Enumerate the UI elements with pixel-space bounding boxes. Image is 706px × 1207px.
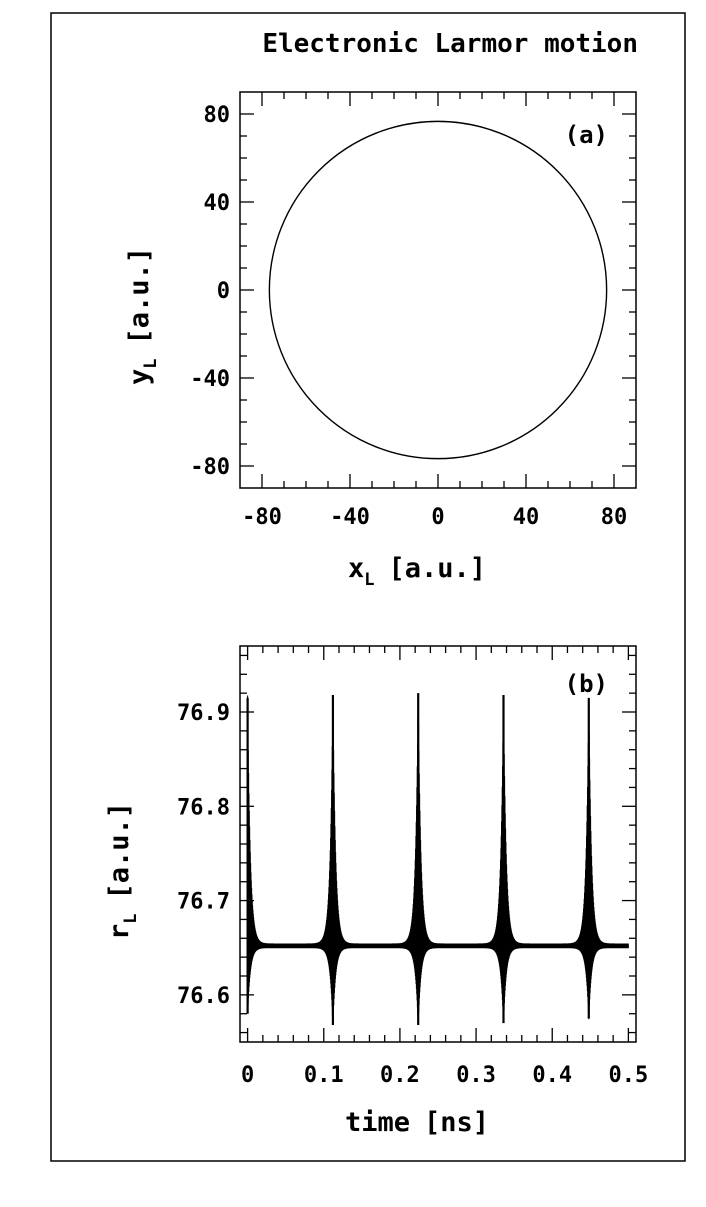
y-tick-label: 76.7 (177, 890, 230, 915)
y-tick-label: -80 (190, 455, 230, 480)
x-tick-label: -80 (242, 505, 282, 530)
y-tick-label: 76.9 (177, 701, 230, 726)
panel-a-label: (a) (565, 121, 608, 149)
larmor-orbit-circle (268, 120, 608, 460)
panel-a-xlabel-unit: [a.u.] (389, 553, 487, 584)
x-tick-label: 0.5 (609, 1063, 649, 1088)
y-tick-label: 80 (204, 103, 231, 128)
panel-b-ylabel-unit: [a.u.] (104, 802, 135, 900)
panel-a-xlabel-sub: L (364, 570, 374, 590)
x-tick-label: 0 (241, 1063, 254, 1088)
panel-a-frame (239, 91, 637, 489)
x-tick-label: 0.1 (304, 1063, 344, 1088)
radius-series-line (247, 695, 629, 1025)
x-tick-label: 0 (431, 505, 444, 530)
panel-b-data (246, 693, 629, 1026)
panel-a-ylabel-main: y (124, 369, 155, 385)
y-tick-label: 40 (204, 191, 231, 216)
outer-frame (50, 12, 686, 1162)
y-tick-label: 76.6 (177, 984, 230, 1009)
panel-b-ylabel-sub: L (121, 913, 141, 923)
x-tick-label: 0.2 (380, 1063, 420, 1088)
panel-b-tick-labels: 0 0.1 0.2 0.3 0.4 0.5 76.9 76.8 76.7 76.6 (177, 701, 648, 1088)
panel-b-xlabel-main: time (345, 1107, 410, 1138)
panel-b-xlabel: time [ns] (345, 1107, 489, 1138)
y-tick-label: 76.8 (177, 795, 230, 820)
panel-b-xlabel-unit: [ns] (424, 1107, 489, 1138)
panel-a-ylabel-sub: L (141, 358, 161, 368)
panel-a-ticks (240, 92, 636, 488)
y-tick-label: 0 (217, 279, 230, 304)
y-tick-label: -40 (190, 367, 230, 392)
x-tick-label: -40 (330, 505, 370, 530)
panel-b-ticks (240, 646, 636, 1042)
x-tick-label: 0.4 (532, 1063, 572, 1088)
figure-title: Electronic Larmor motion (262, 29, 638, 59)
panel-a-ylabel-unit: [a.u.] (124, 247, 155, 345)
panel-b-frame (239, 645, 637, 1043)
panel-a-tick-labels: -80 -40 0 40 80 80 40 0 -40 -80 (190, 103, 627, 530)
panel-a-xlabel-main: x (348, 553, 364, 584)
panel-b-label: (b) (565, 670, 608, 698)
panel-a-xlabel: xL [a.u.] (348, 553, 486, 590)
panel-a-data (268, 120, 608, 460)
panel-b: 0 0.1 0.2 0.3 0.4 0.5 76.9 76.8 76.7 76.6 (b) tim… (104, 645, 648, 1138)
x-tick-label: 0.3 (456, 1063, 496, 1088)
panel-a-ylabel: yL [a.u.] (124, 247, 161, 385)
panel-b-ylabel: rL [a.u.] (104, 802, 141, 940)
panel-b-ylabel-main: r (104, 924, 135, 940)
x-tick-label: 40 (513, 505, 540, 530)
x-tick-label: 80 (601, 505, 628, 530)
